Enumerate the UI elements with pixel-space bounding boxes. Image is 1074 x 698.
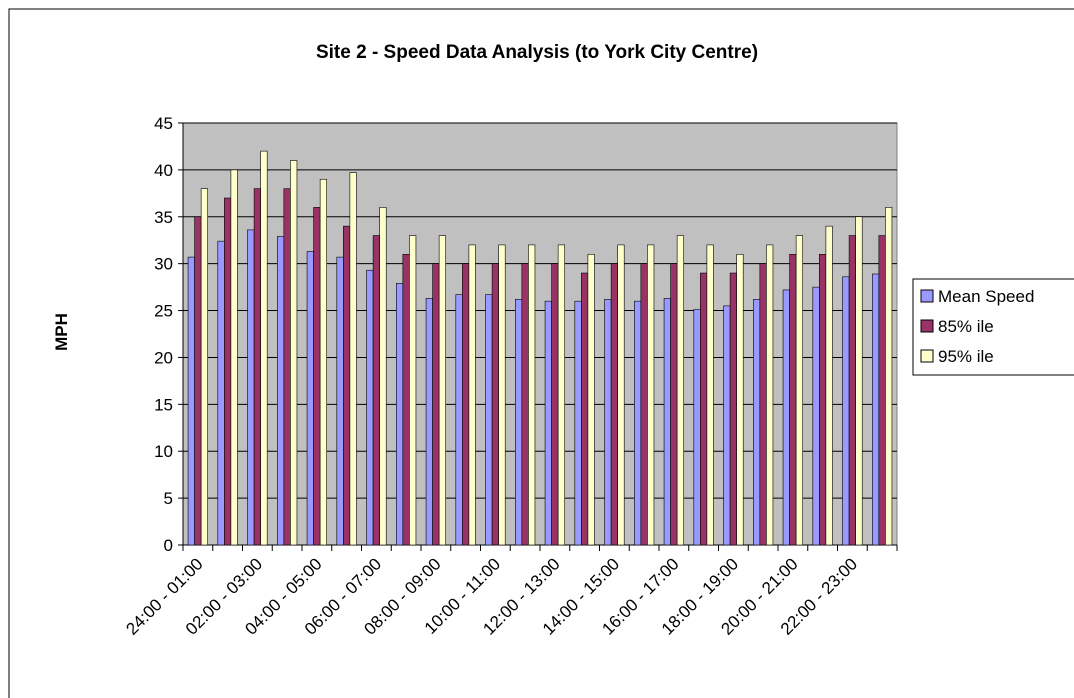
bar bbox=[379, 207, 387, 546]
bar bbox=[253, 188, 261, 546]
bar bbox=[729, 272, 737, 546]
bar bbox=[766, 244, 774, 546]
bar bbox=[498, 244, 506, 546]
bar bbox=[438, 235, 446, 546]
bar bbox=[610, 263, 618, 546]
legend-label: Mean Speed bbox=[938, 287, 1034, 306]
y-tick-label: 35 bbox=[154, 208, 173, 227]
legend-swatch bbox=[920, 349, 934, 363]
bar bbox=[872, 273, 880, 546]
bar bbox=[432, 263, 440, 546]
bar bbox=[319, 178, 327, 546]
y-tick-label: 30 bbox=[154, 255, 173, 274]
bar bbox=[260, 150, 268, 546]
bar bbox=[723, 305, 731, 546]
bar bbox=[878, 235, 886, 546]
bar bbox=[528, 244, 536, 546]
y-tick-label: 5 bbox=[164, 489, 173, 508]
chart-title: Site 2 - Speed Data Analysis (to York Ci… bbox=[316, 42, 758, 63]
y-tick-label: 25 bbox=[154, 302, 173, 321]
bar bbox=[842, 276, 850, 546]
bar bbox=[789, 253, 797, 546]
bar bbox=[551, 263, 559, 546]
y-axis-title: MPH bbox=[52, 313, 71, 351]
bar bbox=[283, 188, 291, 546]
bar bbox=[425, 298, 433, 546]
bar bbox=[855, 216, 863, 546]
bar bbox=[462, 263, 470, 546]
bar bbox=[676, 235, 684, 546]
bar bbox=[372, 235, 380, 546]
bar bbox=[700, 272, 708, 546]
bar bbox=[343, 225, 351, 546]
y-tick-label: 40 bbox=[154, 161, 173, 180]
bar bbox=[782, 289, 790, 546]
bar bbox=[795, 235, 803, 546]
y-tick-label: 10 bbox=[154, 442, 173, 461]
bar bbox=[277, 236, 285, 546]
plot-area bbox=[182, 122, 898, 546]
bar bbox=[848, 235, 856, 546]
bar bbox=[247, 229, 255, 546]
legend-box bbox=[912, 278, 1074, 376]
bar bbox=[574, 300, 582, 546]
bar bbox=[396, 283, 404, 546]
legend-label: 95% ile bbox=[938, 347, 994, 366]
bar bbox=[885, 207, 893, 546]
bar bbox=[485, 294, 493, 546]
y-tick-label: 20 bbox=[154, 348, 173, 367]
bar bbox=[557, 244, 565, 546]
bar bbox=[313, 207, 321, 546]
bar bbox=[819, 253, 827, 546]
bar bbox=[217, 240, 225, 546]
bar bbox=[544, 300, 552, 546]
bar bbox=[521, 263, 529, 546]
bar bbox=[491, 263, 499, 546]
bar bbox=[194, 216, 202, 546]
bar bbox=[581, 272, 589, 546]
bar bbox=[693, 309, 701, 546]
bar bbox=[587, 253, 595, 546]
legend-swatch bbox=[920, 319, 934, 333]
bar bbox=[468, 244, 476, 546]
bar bbox=[366, 269, 374, 546]
bar bbox=[753, 299, 761, 546]
bar bbox=[230, 169, 238, 546]
y-tick-label: 15 bbox=[154, 395, 173, 414]
bar bbox=[825, 225, 833, 546]
bar bbox=[812, 286, 820, 546]
bar bbox=[634, 300, 642, 546]
y-tick-label: 0 bbox=[164, 536, 173, 555]
bar bbox=[187, 256, 195, 546]
bar bbox=[663, 298, 671, 546]
bar bbox=[349, 172, 357, 546]
bar bbox=[617, 244, 625, 546]
bar bbox=[647, 244, 655, 546]
y-tick-label: 45 bbox=[154, 114, 173, 133]
bar bbox=[455, 294, 463, 546]
legend-swatch bbox=[920, 289, 934, 303]
bar bbox=[604, 299, 612, 546]
bar bbox=[409, 235, 417, 546]
bar bbox=[290, 160, 298, 546]
bar bbox=[670, 263, 678, 546]
bar bbox=[706, 244, 714, 546]
bar bbox=[200, 188, 208, 546]
bar bbox=[640, 263, 648, 546]
legend-label: 85% ile bbox=[938, 317, 994, 336]
bar bbox=[736, 253, 744, 546]
bar bbox=[336, 256, 344, 546]
bar bbox=[759, 263, 767, 546]
bar bbox=[306, 251, 314, 546]
bar bbox=[402, 253, 410, 546]
bar bbox=[224, 197, 232, 546]
bar bbox=[515, 299, 523, 546]
